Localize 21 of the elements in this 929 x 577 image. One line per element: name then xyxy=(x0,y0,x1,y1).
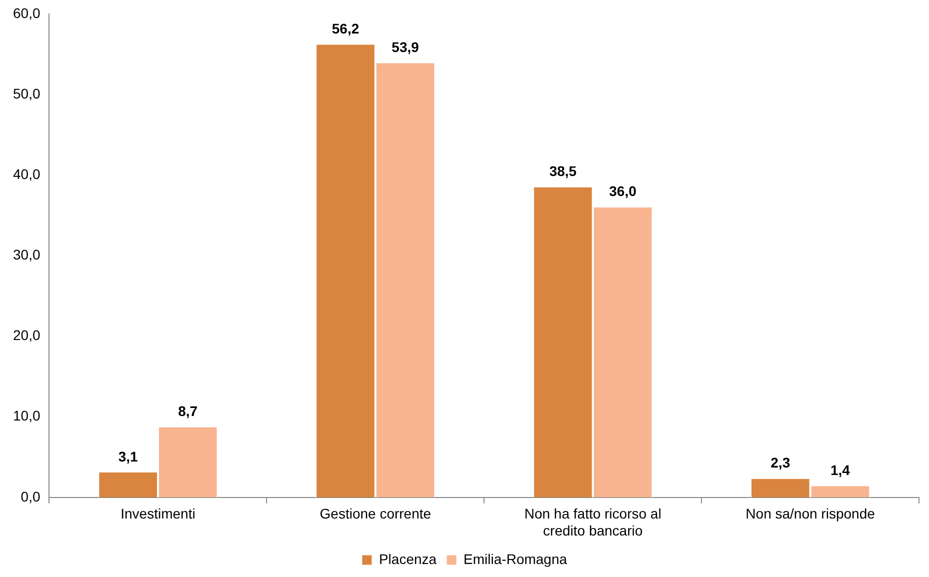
x-tick-label: Non sa/non risponde xyxy=(746,506,876,522)
y-tick-label: 30,0 xyxy=(13,246,40,263)
y-tick-label: 0,0 xyxy=(20,488,40,504)
data-label: 56,2 xyxy=(332,20,360,36)
y-tick-label: 10,0 xyxy=(13,408,40,424)
x-tick-label: Investimenti xyxy=(120,506,196,522)
legend-label: Emilia-Romagna xyxy=(464,550,568,567)
data-label: 3,1 xyxy=(118,448,138,464)
data-label: 38,5 xyxy=(549,163,577,180)
data-label: 2,3 xyxy=(770,454,790,471)
data-label: 36,0 xyxy=(609,183,637,200)
data-label: 1,4 xyxy=(830,462,850,478)
y-tick-label: 20,0 xyxy=(13,327,40,344)
y-tick-label: 50,0 xyxy=(13,85,40,102)
y-tick-label: 40,0 xyxy=(13,166,40,182)
data-label: 53,9 xyxy=(392,39,420,56)
x-tick-label: Gestione corrente xyxy=(320,506,432,522)
legend-label: Placenza xyxy=(378,550,437,567)
data-label: 8,7 xyxy=(178,403,198,420)
x-tick-label: Non ha fatto ricorso al credito bancario xyxy=(524,506,662,538)
y-tick-label: 60,0 xyxy=(13,4,40,21)
